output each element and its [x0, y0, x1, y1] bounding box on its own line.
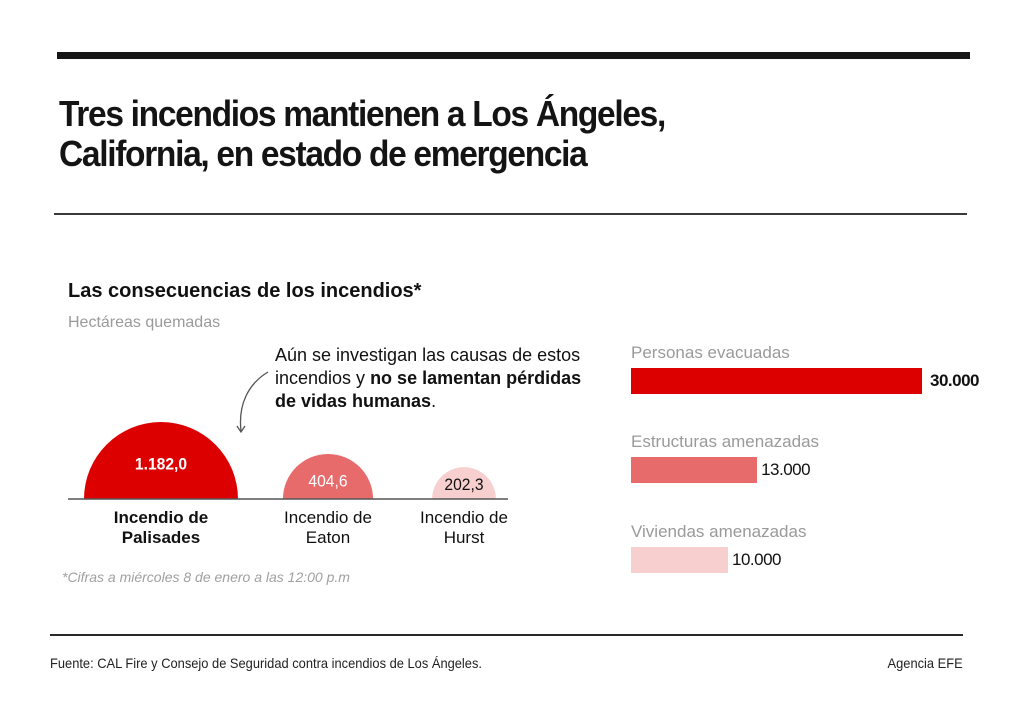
title-divider	[54, 213, 967, 215]
bar	[631, 457, 758, 483]
bar-row: 13.000	[631, 457, 819, 483]
section-title: Las consecuencias de los incendios*	[68, 280, 422, 302]
semicircle-2	[282, 453, 374, 499]
bar-group: Personas evacuadas 30.000	[631, 343, 980, 394]
bar-group: Estructuras amenazadas 13.000	[631, 432, 819, 483]
semicircle-3	[432, 467, 496, 499]
credit-text: Agencia EFE	[887, 655, 963, 671]
fire-category-label-line: Incendio de	[420, 508, 508, 527]
bar	[631, 368, 922, 394]
page-title-line-2: California, en estado de emergencia	[59, 133, 588, 174]
annotation-arrowhead-icon	[236, 425, 246, 434]
bar-category-label: Estructuras amenazadas	[631, 432, 820, 451]
footer-divider	[50, 634, 963, 636]
page-title: Tres incendios mantienen a Los Ángeles, …	[59, 94, 822, 174]
bar	[631, 547, 728, 573]
semicircle-1	[84, 422, 238, 499]
annotation-arrow-icon	[239, 371, 269, 432]
bar-row: 10.000	[631, 547, 806, 573]
bar-value-label: 10.000	[732, 550, 782, 569]
bar-value-label: 13.000	[761, 460, 811, 479]
bar-category-label: Personas evacuadas	[631, 343, 790, 362]
annotation-bold: no se lamentan pérdidas de vidas humanas	[275, 368, 582, 411]
annotation-end: .	[431, 391, 437, 411]
top-rule	[57, 52, 970, 59]
annotation-text: Aún se investigan las causas de estos in…	[275, 344, 595, 413]
bar-row: 30.000	[631, 368, 980, 394]
fire-category-label: Incendio de Hurst	[384, 508, 544, 548]
bar-group: Viviendas amenazadas 10.000	[631, 522, 806, 573]
semicircle-value-label: 1.182,0	[135, 455, 187, 474]
fire-category-label-line: Hurst	[443, 528, 485, 547]
bar-category-label: Viviendas amenazadas	[631, 522, 807, 541]
semicircle-value-label: 404,6	[308, 472, 347, 491]
semicircle-value-label: 202,3	[444, 476, 483, 495]
chart-subtitle: Hectáreas quemadas	[68, 314, 221, 331]
fire-category-label-line: Eaton	[305, 528, 351, 547]
fire-category-label-line: Incendio de	[113, 508, 209, 527]
fire-category-label: Incendio de Eaton	[248, 508, 408, 548]
page-title-line-1: Tres incendios mantienen a Los Ángeles,	[59, 93, 666, 134]
fire-category-label: Incendio de Palisades	[81, 508, 241, 548]
annotation-normal: Aún se investigan las causas de estos in…	[275, 345, 581, 388]
footnote: *Cifras a miércoles 8 de enero a las 12:…	[62, 569, 350, 585]
source-text: Fuente: CAL Fire y Consejo de Seguridad …	[50, 655, 482, 671]
bar-value-label: 30.000	[930, 371, 980, 390]
fire-category-label-line: Incendio de	[284, 508, 372, 527]
fire-category-label-line: Palisades	[121, 528, 201, 547]
